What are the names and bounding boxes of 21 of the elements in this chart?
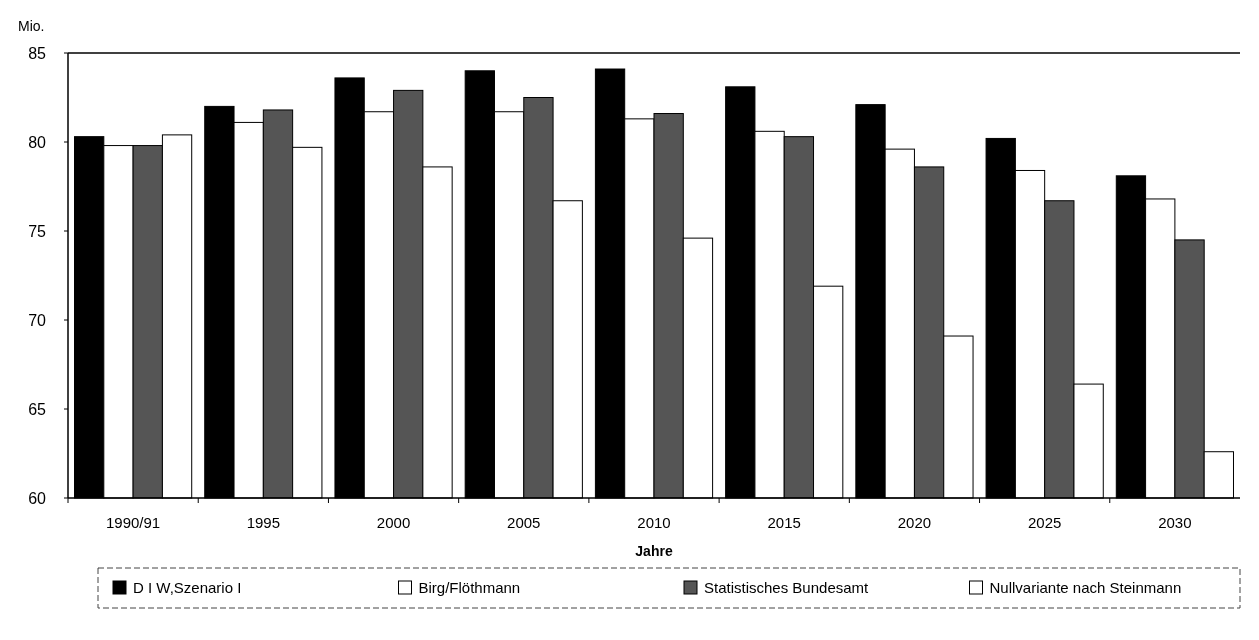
x-tick-label: 1995 — [246, 514, 281, 531]
x-tick-label: 2000 — [376, 514, 411, 531]
legend-label: D I W,Szenario I — [133, 579, 242, 597]
x-tick-label: 2030 — [1158, 514, 1192, 531]
x-tick-label: 2010 — [637, 514, 671, 531]
x-tick-label: 2005 — [507, 514, 541, 531]
x-axis-title: Jahre — [635, 543, 673, 559]
y-tick-label: 75 — [28, 222, 47, 240]
legend-label: Statistisches Bundesamt — [704, 579, 870, 597]
x-tick-label: 2020 — [897, 514, 932, 531]
y-tick-label: 85 — [28, 44, 47, 62]
x-tick-label: 2015 — [767, 514, 801, 531]
legend-label: Nullvariante nach Steinmann — [989, 579, 1182, 597]
x-tick-label: 2025 — [1027, 514, 1062, 531]
legend-label: Birg/Flöthmann — [418, 579, 521, 597]
y-tick-label: 80 — [28, 133, 47, 151]
x-tick-label: 1990/91 — [105, 514, 161, 531]
y-axis-title: Mio. — [18, 18, 45, 34]
y-tick-label: 70 — [28, 311, 47, 329]
y-tick-label: 65 — [28, 400, 47, 418]
y-tick-label: 60 — [28, 489, 47, 507]
